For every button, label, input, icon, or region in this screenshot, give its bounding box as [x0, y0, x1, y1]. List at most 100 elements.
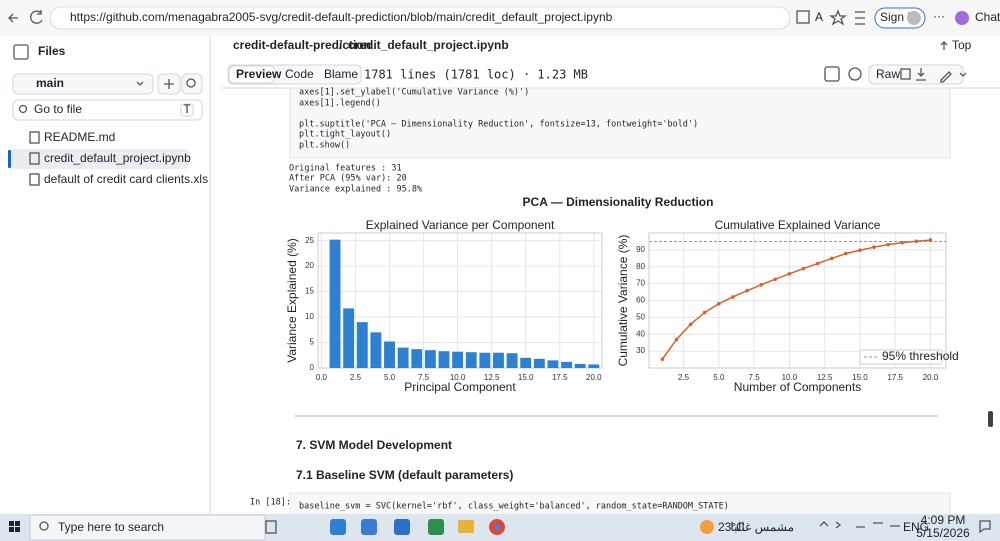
symbols-button[interactable]	[824, 66, 840, 82]
bar	[384, 341, 395, 368]
point	[829, 256, 834, 261]
date[interactable]: 5/15/2026	[916, 526, 970, 540]
file-item[interactable]: default of credit card clients.xls	[44, 172, 208, 186]
copy-button[interactable]	[900, 68, 911, 80]
sidebar-toggle[interactable]	[13, 44, 29, 60]
section-subheading: 7.1 Baseline SVM (default parameters)	[296, 468, 513, 482]
raw-group	[868, 64, 964, 85]
branch-selector[interactable]	[12, 73, 154, 95]
back-button[interactable]	[8, 13, 18, 23]
point	[717, 301, 721, 306]
task-view[interactable]	[265, 520, 277, 534]
point	[801, 266, 806, 271]
bar	[588, 364, 600, 368]
tab[interactable]: Code	[285, 67, 314, 81]
top-arrow[interactable]	[940, 41, 948, 50]
tab[interactable]: Blame	[324, 67, 358, 81]
point	[688, 322, 693, 327]
x-tick-label: 12.5	[817, 373, 833, 382]
file-item[interactable]: README.md	[44, 130, 115, 144]
point	[674, 337, 679, 342]
language[interactable]: ENG	[903, 520, 929, 534]
bar	[479, 352, 491, 368]
copilot-icon[interactable]	[955, 11, 969, 25]
app-icon[interactable]	[796, 10, 810, 24]
x-tick-label: 15.0	[852, 373, 868, 382]
point	[731, 295, 735, 299]
search-button[interactable]	[181, 73, 203, 95]
bar	[465, 352, 477, 368]
start-button[interactable]	[9, 521, 20, 532]
top-link[interactable]: Top	[952, 38, 972, 52]
more-button[interactable]	[959, 72, 967, 77]
sign-in[interactable]: Sign in	[880, 10, 917, 24]
bar	[533, 358, 545, 368]
scrollbar-thumb[interactable]	[988, 411, 993, 427]
copilot-button[interactable]	[848, 67, 862, 81]
output-line: After PCA (95% var): 20	[289, 174, 407, 184]
y-tick-label: 90	[636, 245, 645, 254]
bar	[329, 239, 341, 368]
bar	[547, 360, 559, 368]
time[interactable]: 4:09 PM	[921, 513, 966, 527]
menu[interactable]: ···	[933, 9, 945, 23]
legend	[859, 349, 943, 365]
app-edge[interactable]	[330, 519, 346, 535]
bar	[520, 357, 532, 368]
point	[773, 277, 778, 282]
branch-caret	[136, 81, 144, 86]
x-tick-label: 10.0	[782, 373, 798, 382]
app-excel[interactable]	[428, 519, 444, 535]
search-box[interactable]	[29, 514, 266, 541]
y-axis-label: Cumulative Variance (%)	[616, 235, 630, 367]
notifications[interactable]	[979, 520, 991, 534]
edit-button[interactable]	[940, 71, 952, 83]
point	[702, 310, 707, 315]
active-tab	[228, 65, 276, 84]
favorite[interactable]	[829, 9, 847, 26]
code-line: axes[1].set_ylabel('Cumulative Variance …	[299, 88, 529, 98]
bar	[343, 308, 355, 368]
axis-title: Explained Variance per Component	[366, 218, 555, 232]
point	[787, 272, 792, 276]
search-icon	[39, 521, 49, 531]
app-vscode[interactable]	[394, 519, 410, 535]
line	[661, 239, 931, 360]
search-icon	[186, 78, 196, 88]
collections[interactable]	[855, 11, 865, 25]
bar	[370, 332, 382, 368]
point	[759, 283, 763, 287]
code-line: baseline_svm = SVC(kernel='rbf', class_w…	[299, 502, 729, 512]
x-tick-label: 5.0	[384, 373, 396, 382]
tray-icons[interactable]	[819, 521, 900, 529]
y-tick-label: 70	[636, 279, 645, 288]
repo-link[interactable]: credit-default-prediction	[233, 38, 371, 52]
download-button[interactable]	[916, 68, 926, 81]
point	[900, 240, 905, 245]
app-explorer[interactable]	[458, 520, 474, 533]
chat[interactable]: Chat	[975, 10, 1000, 24]
point	[872, 245, 876, 249]
read-aloud[interactable]: A	[815, 10, 823, 24]
go-to-file[interactable]	[12, 99, 203, 121]
point	[660, 357, 665, 362]
x-tick-label: 12.5	[484, 373, 500, 382]
output-line: Variance explained : 95.8%	[289, 185, 422, 195]
file-item[interactable]: credit_default_project.ipynb	[44, 151, 191, 165]
search-icon	[18, 104, 28, 114]
file-icon	[29, 173, 40, 186]
tab[interactable]: Preview	[236, 67, 282, 81]
raw-button[interactable]: Raw	[876, 67, 900, 81]
x-tick-label: 20.0	[923, 373, 939, 382]
bar	[411, 349, 423, 368]
selected-indicator	[8, 150, 11, 168]
sidebar-title: Files	[38, 44, 66, 58]
address-bar[interactable]	[49, 6, 791, 30]
app-store[interactable]	[361, 519, 377, 535]
bar	[506, 353, 518, 368]
x-tick-label: 2.5	[678, 373, 690, 382]
reload-button[interactable]	[30, 10, 43, 24]
y-tick-label: 30	[636, 346, 645, 355]
x-tick-label: 0.0	[316, 373, 328, 382]
